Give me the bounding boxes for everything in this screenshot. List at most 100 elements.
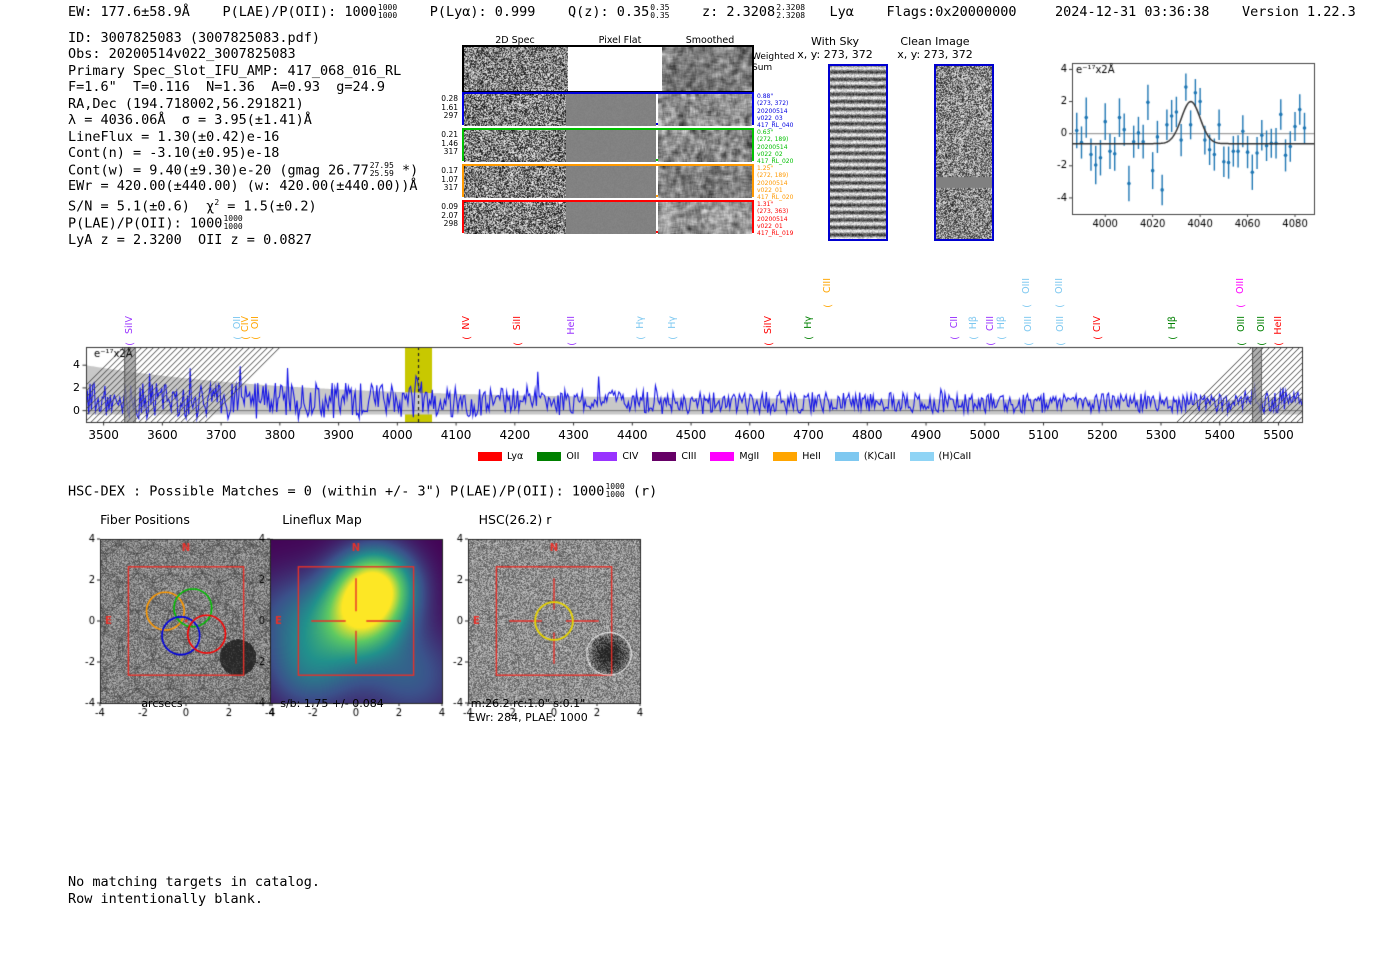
spectrum-x-tick: 3900 xyxy=(323,428,354,442)
spectrum-x-tick: 4500 xyxy=(675,428,707,442)
info-obs: Obs: 20200514v022_3007825083 xyxy=(68,46,296,63)
panel-title-smoothed: Smoothed xyxy=(685,35,735,46)
cutout-with-sky xyxy=(828,64,888,241)
legend-item: Lyα xyxy=(478,451,523,462)
info-sn-chi2: S/N = 5.1(±0.6) χ2 = 1.5(±0.2) xyxy=(68,197,317,215)
info-plae-fraction: 1000 1000 xyxy=(223,213,243,232)
info-primary-spec: Primary Spec_Slot_IFU_AMP: 417_068_016_R… xyxy=(68,62,402,79)
fiber-row xyxy=(462,92,754,126)
weighted-sum-label: Weighted Sum xyxy=(752,52,795,73)
spectrum-x-tick: 5000 xyxy=(969,428,1001,442)
fiber-row-left-stats: 0.28 1.61 297 xyxy=(441,94,458,121)
legend-label: Lyα xyxy=(507,451,524,462)
legend-item: CIII xyxy=(652,451,696,462)
legend-label: MgII xyxy=(739,451,760,462)
header-qz-label: Q(z): 0.35 xyxy=(567,4,650,21)
legend-label: OII xyxy=(566,451,580,462)
info-id: ID: 3007825083 (3007825083.pdf) xyxy=(68,30,320,46)
panel-title-2dspec: 2D Spec xyxy=(495,35,535,46)
hsc-r-caption-2: EWr: 284, PLAE: 1000 xyxy=(468,711,588,724)
footer-line-2: Row intentionally blank. xyxy=(68,891,264,907)
emission-line-legend: Lyα OII CIV CIII MgII HeII (K)CaII (H)CaII xyxy=(478,451,985,462)
spectrum-x-tick: 4700 xyxy=(793,428,824,442)
spectrum-y-tick: 4 xyxy=(73,358,80,372)
legend-swatch xyxy=(773,452,798,461)
info-redshifts: LyA z = 2.3200 OII z = 0.0827 xyxy=(68,231,312,248)
header-version: Version 1.22.3 xyxy=(1241,4,1356,20)
legend-swatch xyxy=(909,452,934,461)
footer-line-1: No matching targets in catalog. xyxy=(68,874,320,890)
legend-item: OII xyxy=(537,451,579,462)
legend-label: (H)CaII xyxy=(938,451,972,462)
header-timestamp-version: 2024-12-31 03:36:38 Version 1.22.3 xyxy=(1055,4,1356,20)
fiber-row xyxy=(462,164,754,198)
cutout-title-with-sky: With Sky x, y: 273, 372 xyxy=(797,35,873,61)
legend-label: CIV xyxy=(622,451,639,462)
detection-info-block: ID: 3007825083 (3007825083.pdf) Obs: 202… xyxy=(68,30,418,248)
spectrum-x-tick: 4300 xyxy=(558,428,589,442)
legend-swatch xyxy=(478,452,502,461)
header-datetime: 2024-12-31 03:36:38 xyxy=(1055,4,1210,20)
hsc-plae-fraction: 1000 1000 xyxy=(605,482,625,500)
header-plae-fraction: 1000 1000 xyxy=(377,3,398,21)
fiber-row-left-stats: 0.09 2.07 298 xyxy=(441,202,458,229)
spectrum-y-tick: 0 xyxy=(73,403,80,417)
fiber-row-left-stats: 0.21 1.46 317 xyxy=(441,130,458,157)
header-qz-fraction: 0.35 0.35 xyxy=(650,3,670,21)
legend-label: CIII xyxy=(681,451,697,462)
info-radec: RA,Dec (194.718002,56.291821) xyxy=(68,95,304,112)
spectrum-x-tick: 3500 xyxy=(88,428,119,442)
spectrum-y-tick: 2 xyxy=(73,380,80,394)
spectrum-x-tick: 3600 xyxy=(147,428,178,442)
panel-title-pixelflat: Pixel Flat xyxy=(598,35,642,46)
header-flags: Flags:0x20000000 xyxy=(886,4,1017,21)
spectrum-x-tick: 5500 xyxy=(1263,428,1294,442)
legend-swatch xyxy=(537,452,562,461)
spectrum-x-tick: 4800 xyxy=(852,428,883,442)
info-continuum-wide: Cont(w) = 9.40(±9.30)e-20 (gmag 26.77 27.… xyxy=(68,160,419,178)
header-ew: EW: 177.6±58.9Å xyxy=(68,4,190,21)
header-z-label: z: 2.3208 xyxy=(702,4,776,21)
spectrum-x-tick: 4900 xyxy=(910,428,942,442)
full-spectrum-chart: SiIV(OII(CIV(OII(NV(SiII(HeII(Hγ(Hγ(SiIV… xyxy=(0,270,1400,470)
legend-swatch xyxy=(593,452,618,461)
info-plae: P(LAE)/P(OII): 1000 1000 1000 xyxy=(68,213,243,232)
info-seeing: F=1.6" T=0.116 N=1.36 A=0.93 g=24.9 xyxy=(68,79,385,96)
legend-item: (H)CaII xyxy=(909,451,972,462)
line-profile-chart xyxy=(1040,55,1320,244)
spectrum-x-tick: 3800 xyxy=(264,428,296,442)
bottom-panel-title-lineflux-map: Lineflux Map xyxy=(282,512,362,527)
legend-item: HeII xyxy=(773,451,821,462)
lineflux-map-caption: s/b: 1.75 +/- 0.084 xyxy=(280,697,384,710)
weighted-sum-panel xyxy=(462,45,754,93)
cutout-clean-image xyxy=(934,64,994,241)
fiber-row-right-meta: 0.88" (273, 372) 20200514 v022_03 417_RL_040 xyxy=(757,93,794,130)
bottom-panel-lineflux-map xyxy=(240,531,450,735)
spectrum-x-tick: 4400 xyxy=(617,428,648,442)
spectrum-x-tick: 4100 xyxy=(440,428,472,442)
legend-label: (K)CaII xyxy=(863,451,896,462)
header-plae-label: P(LAE)/P(OII): 1000 xyxy=(222,4,377,21)
fiber-row-right-meta: 1.31" (273, 363) 20200514 v022_01 417_RL_019 xyxy=(757,201,794,238)
info-ewr: EWr = 420.00(±440.00) (w: 420.00(±440.00… xyxy=(68,178,418,195)
legend-swatch xyxy=(710,452,735,461)
bottom-panel-title-fiber-positions: Fiber Positions xyxy=(100,512,190,527)
fiber-row xyxy=(462,128,754,162)
fiber-positions-xlabel: arcsecs xyxy=(141,697,183,710)
spectrum-x-tick: 5400 xyxy=(1204,428,1236,442)
spectrum-x-tick: 5100 xyxy=(1028,428,1059,442)
legend-item: (K)CaII xyxy=(834,451,896,462)
legend-swatch xyxy=(652,452,677,461)
fiber-row xyxy=(462,200,754,234)
header-plya: P(Lyα): 0.999 xyxy=(429,4,536,21)
legend-item: CIV xyxy=(593,451,638,462)
spectrum-x-tick: 4000 xyxy=(382,428,413,442)
cutout-title-clean-image: Clean Image x, y: 273, 372 xyxy=(897,35,973,61)
hsc-r-caption-1: m:26.2 rc:1.0" s:0.1" xyxy=(470,697,586,710)
header-summary-line: EW: 177.6±58.9Å P(LAE)/P(OII): 1000 1000 1… xyxy=(68,3,1017,21)
legend-label: HeII xyxy=(802,451,821,462)
legend-item: MgII xyxy=(710,451,759,462)
spectrum-x-tick: 4600 xyxy=(734,428,766,442)
info-gmag-bounds: 27.95 25.59 xyxy=(369,160,394,178)
legend-swatch xyxy=(834,452,859,461)
